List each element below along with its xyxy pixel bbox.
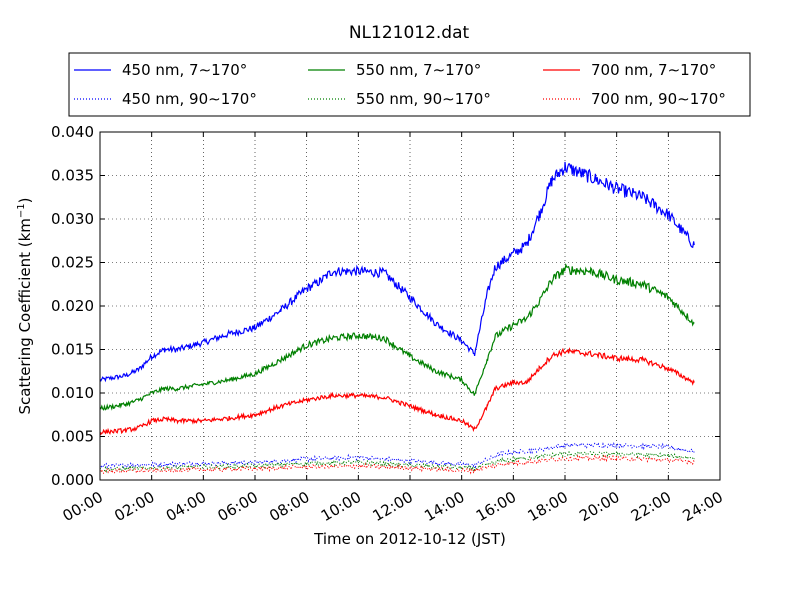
- x-tick-label: 14:00: [421, 488, 467, 525]
- legend: 450 nm, 7∼170° 550 nm, 7∼170° 700 nm, 7∼17…: [68, 52, 751, 117]
- series-line-0: [99, 161, 695, 383]
- series-line-3: [99, 450, 695, 474]
- y-tick-label: 0.035: [51, 167, 94, 185]
- x-tick-label: 10:00: [318, 488, 364, 525]
- x-tick-label: 02:00: [111, 488, 157, 525]
- x-tick-label: 24:00: [680, 488, 726, 525]
- legend-label-3: 550 nm, 90∼170°: [356, 90, 491, 108]
- series-layer: [99, 161, 695, 475]
- legend-label-2: 550 nm, 7∼170°: [356, 61, 481, 79]
- x-tick-label: 18:00: [525, 488, 571, 525]
- y-tick-label: 0.020: [51, 297, 94, 315]
- series-line-5: [99, 454, 695, 475]
- y-tick-label: 0.000: [51, 471, 94, 489]
- y-axis-label-main: Scattering Coefficient (km: [16, 218, 34, 414]
- x-tick-label: 20:00: [576, 488, 622, 525]
- x-tick-label: 00:00: [60, 488, 106, 525]
- x-tick-label: 08:00: [266, 488, 312, 525]
- x-tick-label: 22:00: [628, 488, 674, 525]
- series-line-2: [99, 263, 695, 411]
- y-tick-label: 0.030: [51, 210, 94, 228]
- y-tick-label: 0.015: [51, 341, 94, 359]
- legend-label-0: 450 nm, 7∼170°: [122, 61, 247, 79]
- legend-label-4: 700 nm, 7∼170°: [591, 61, 716, 79]
- y-axis-label: Scattering Coefficient (km−1): [16, 197, 34, 414]
- x-tick-label: 16:00: [473, 488, 519, 525]
- y-tick-label: 0.010: [51, 384, 94, 402]
- legend-box: [68, 52, 751, 117]
- x-tick-label: 04:00: [163, 488, 209, 525]
- chart-title: NL121012.dat: [349, 23, 470, 43]
- y-tick-label: 0.040: [51, 123, 94, 141]
- y-tick-label: 0.005: [51, 428, 94, 446]
- grid-lines: [100, 132, 720, 480]
- legend-label-1: 450 nm, 90∼170°: [122, 90, 257, 108]
- x-tick-label: 12:00: [370, 488, 416, 525]
- y-tick-label: 0.025: [51, 254, 94, 272]
- x-tick-label: 06:00: [215, 488, 261, 525]
- series-line-4: [99, 347, 695, 436]
- y-axis-label-sup: −1: [16, 203, 27, 218]
- legend-label-5: 700 nm, 90∼170°: [591, 90, 726, 108]
- x-axis-label: Time on 2012-10-12 (JST): [313, 530, 506, 548]
- y-axis-label-end: ): [16, 197, 34, 203]
